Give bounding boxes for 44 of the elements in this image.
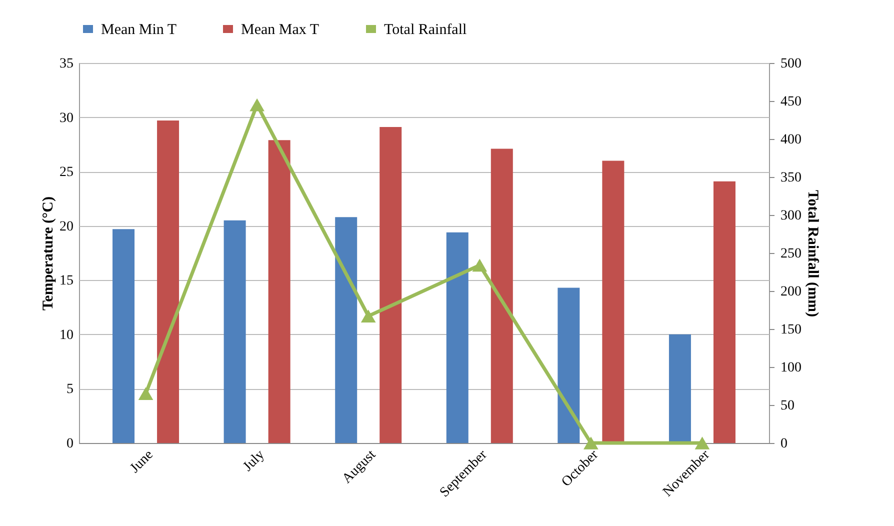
point xyxy=(694,436,710,450)
y-tick-label: 25 xyxy=(60,165,74,180)
bar xyxy=(157,120,180,443)
y-tick-label: 20 xyxy=(60,219,74,234)
y2-tick-label: 400 xyxy=(780,132,802,148)
bar xyxy=(112,229,135,443)
x-tick-label: June xyxy=(128,448,156,476)
y-tick-label: 5 xyxy=(66,382,74,398)
y2-tick-label: 350 xyxy=(780,170,802,186)
y-tick-label: 10 xyxy=(60,328,74,343)
bar xyxy=(380,127,402,443)
bar xyxy=(490,148,513,443)
point xyxy=(360,310,376,323)
y2-tick-label: 200 xyxy=(780,284,802,300)
y-tick-label: 0 xyxy=(66,436,74,452)
y2-tick-label: 450 xyxy=(780,94,802,110)
bar xyxy=(224,220,246,443)
bar xyxy=(446,232,468,443)
y2-tick-label: 500 xyxy=(780,56,802,72)
x-tick-label: July xyxy=(240,448,268,475)
y-tick-label: 15 xyxy=(60,274,74,289)
y-axis-title: Temperature (°C) xyxy=(40,196,56,310)
y2-tick-label: 300 xyxy=(780,208,802,224)
point xyxy=(584,436,598,450)
y2-axis-title: Total Rainfall (mm) xyxy=(804,190,820,317)
y-tick-label: 30 xyxy=(60,110,74,126)
legend-label: Total Rainfall xyxy=(384,22,467,38)
bar xyxy=(602,160,624,443)
y-tick-label: 35 xyxy=(60,56,74,72)
y2-tick-label: 50 xyxy=(780,398,794,414)
bar xyxy=(558,288,580,443)
y2-tick-label: 250 xyxy=(780,246,802,262)
y2-tick-label: 0 xyxy=(780,436,788,452)
bar xyxy=(713,181,736,443)
legend-label: Mean Max T xyxy=(241,22,320,38)
bar xyxy=(668,334,691,443)
point xyxy=(250,98,264,112)
point xyxy=(472,258,488,272)
legend-label: Mean Min T xyxy=(101,22,177,38)
bar xyxy=(268,140,290,443)
bar xyxy=(335,217,358,443)
y2-tick-label: 150 xyxy=(780,322,802,338)
point xyxy=(138,387,154,400)
y2-tick-label: 100 xyxy=(780,360,802,376)
